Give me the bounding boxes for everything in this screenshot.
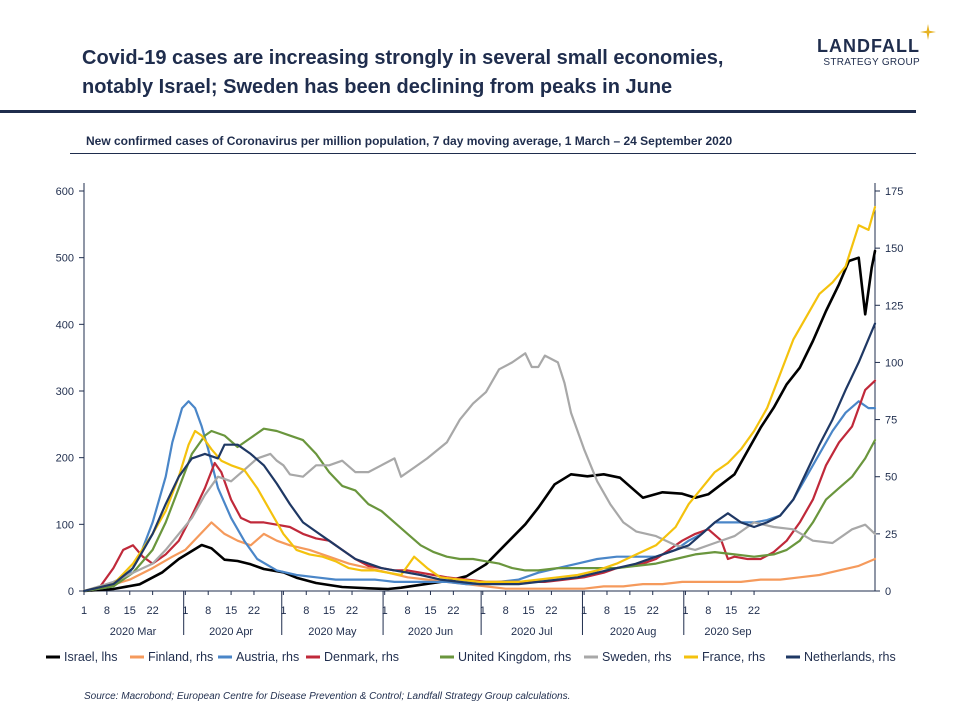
- y-right-tick-label: 0: [885, 586, 891, 598]
- legend-label: Austria, rhs: [236, 650, 299, 664]
- x-tick-label: 8: [104, 605, 110, 617]
- y-left-tick-label: 300: [56, 386, 74, 398]
- series-line-united-kingdom: [82, 427, 877, 593]
- x-tick-label: 15: [424, 605, 436, 617]
- series-line-france: [82, 205, 877, 593]
- x-tick-label: 1: [81, 605, 87, 617]
- star-icon: [920, 24, 936, 40]
- x-tick-label: 1: [382, 605, 388, 617]
- y-left-tick-label: 0: [68, 586, 74, 598]
- x-tick-label: 15: [725, 605, 737, 617]
- x-tick-label: 1: [480, 605, 486, 617]
- logo-subname: STRATEGY GROUP: [823, 57, 920, 68]
- y-right-tick-label: 50: [885, 472, 897, 484]
- legend-label: Denmark, rhs: [324, 650, 399, 664]
- y-right-tick-label: 125: [885, 300, 903, 312]
- x-tick-label: 8: [205, 605, 211, 617]
- x-tick-label: 22: [447, 605, 459, 617]
- legend-label: United Kingdom, rhs: [458, 650, 571, 664]
- x-month-label: 2020 May: [308, 626, 357, 638]
- y-left-tick-label: 100: [56, 519, 74, 531]
- x-month-label: 2020 Mar: [110, 626, 157, 638]
- x-month-label: 2020 Jul: [511, 626, 553, 638]
- logo-name: LANDFALL: [817, 36, 920, 56]
- y-right-tick-label: 100: [885, 357, 903, 369]
- series-line-israel: [82, 249, 877, 593]
- x-tick-label: 22: [545, 605, 557, 617]
- legend-label: Israel, lhs: [64, 650, 118, 664]
- y-left-tick-label: 200: [56, 453, 74, 465]
- chart-subtitle: New confirmed cases of Coronavirus per m…: [86, 134, 733, 148]
- x-tick-label: 22: [346, 605, 358, 617]
- y-left-tick-label: 600: [56, 186, 74, 198]
- x-tick-label: 15: [624, 605, 636, 617]
- x-tick-label: 8: [604, 605, 610, 617]
- header-divider: [0, 110, 916, 113]
- source-note: Source: Macrobond; European Centre for D…: [84, 691, 571, 702]
- x-tick-label: 1: [581, 605, 587, 617]
- y-left-tick-label: 500: [56, 253, 74, 265]
- legend-label: France, rhs: [702, 650, 765, 664]
- x-tick-label: 8: [303, 605, 309, 617]
- y-right-tick-label: 175: [885, 186, 903, 198]
- x-tick-label: 1: [682, 605, 688, 617]
- series-line-sweden: [82, 352, 877, 593]
- legend-label: Finland, rhs: [148, 650, 213, 664]
- x-month-label: 2020 Sep: [704, 626, 751, 638]
- x-tick-label: 8: [705, 605, 711, 617]
- x-tick-label: 15: [323, 605, 335, 617]
- x-tick-label: 8: [405, 605, 411, 617]
- x-tick-label: 15: [522, 605, 534, 617]
- series-line-austria: [82, 400, 877, 593]
- x-tick-label: 1: [280, 605, 286, 617]
- x-tick-label: 8: [503, 605, 509, 617]
- x-tick-label: 22: [748, 605, 760, 617]
- x-tick-label: 1: [182, 605, 188, 617]
- line-chart: 0 100 200 300 400 500 600 0 25 50 75 100 125 150 175 1 8…: [46, 183, 903, 664]
- legend-label: Sweden, rhs: [602, 650, 671, 664]
- chart-title: Covid-19 cases are increasing strongly i…: [82, 44, 782, 102]
- y-right-tick-label: 150: [885, 243, 903, 255]
- x-tick-label: 22: [248, 605, 260, 617]
- legend-label: Netherlands, rhs: [804, 650, 896, 664]
- title-line-2: notably Israel; Sweden has been declinin…: [82, 76, 673, 98]
- series-line-netherlands: [82, 322, 877, 593]
- y-left-tick-label: 400: [56, 319, 74, 331]
- x-tick-label: 22: [147, 605, 159, 617]
- y-right-tick-label: 25: [885, 529, 897, 541]
- title-line-1: Covid-19 cases are increasing strongly i…: [82, 47, 724, 69]
- landfall-logo: LANDFALL STRATEGY GROUP: [800, 24, 940, 74]
- x-tick-label: 15: [124, 605, 136, 617]
- subtitle-divider: [70, 153, 916, 154]
- x-month-label: 2020 Jun: [408, 626, 453, 638]
- x-tick-label: 15: [225, 605, 237, 617]
- x-tick-label: 22: [647, 605, 659, 617]
- x-month-label: 2020 Apr: [209, 626, 253, 638]
- y-right-tick-label: 75: [885, 415, 897, 427]
- x-month-label: 2020 Aug: [610, 626, 657, 638]
